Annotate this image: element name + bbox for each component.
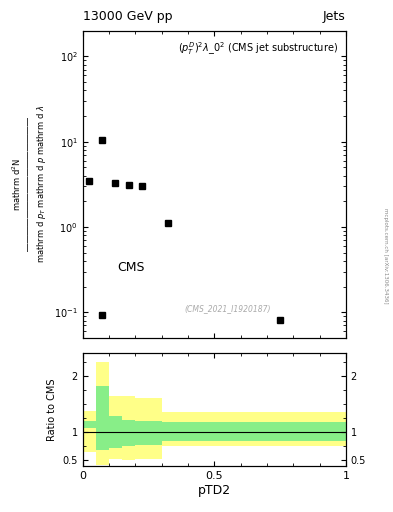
Bar bbox=[122, 395, 135, 460]
Text: CMS: CMS bbox=[117, 261, 144, 274]
Bar bbox=[162, 422, 346, 440]
Bar bbox=[135, 421, 162, 444]
X-axis label: pTD2: pTD2 bbox=[198, 483, 231, 497]
Bar bbox=[109, 416, 122, 448]
Y-axis label: Ratio to CMS: Ratio to CMS bbox=[47, 378, 57, 441]
Bar bbox=[83, 411, 96, 452]
Bar bbox=[83, 421, 96, 428]
Bar bbox=[135, 398, 162, 459]
Text: (CMS_2021_I1920187): (CMS_2021_I1920187) bbox=[184, 304, 271, 313]
Text: mcplots.cern.ch [arXiv:1306.3436]: mcplots.cern.ch [arXiv:1306.3436] bbox=[383, 208, 387, 304]
Bar bbox=[96, 361, 109, 465]
Text: Jets: Jets bbox=[323, 10, 346, 23]
Bar bbox=[122, 420, 135, 446]
Bar bbox=[96, 386, 109, 450]
Y-axis label: mathrm d$^2$N
――――――――――――――――
mathrm d $p_T$ mathrm d $p$ mathrm d $\lambda$: mathrm d$^2$N ―――――――――――――――― mathrm d … bbox=[11, 105, 48, 264]
Bar bbox=[109, 395, 122, 459]
Text: $(p_T^D)^2\lambda\_0^2$ (CMS jet substructure): $(p_T^D)^2\lambda\_0^2$ (CMS jet substru… bbox=[178, 40, 338, 57]
Bar bbox=[162, 413, 346, 446]
Text: 13000 GeV pp: 13000 GeV pp bbox=[83, 10, 172, 23]
